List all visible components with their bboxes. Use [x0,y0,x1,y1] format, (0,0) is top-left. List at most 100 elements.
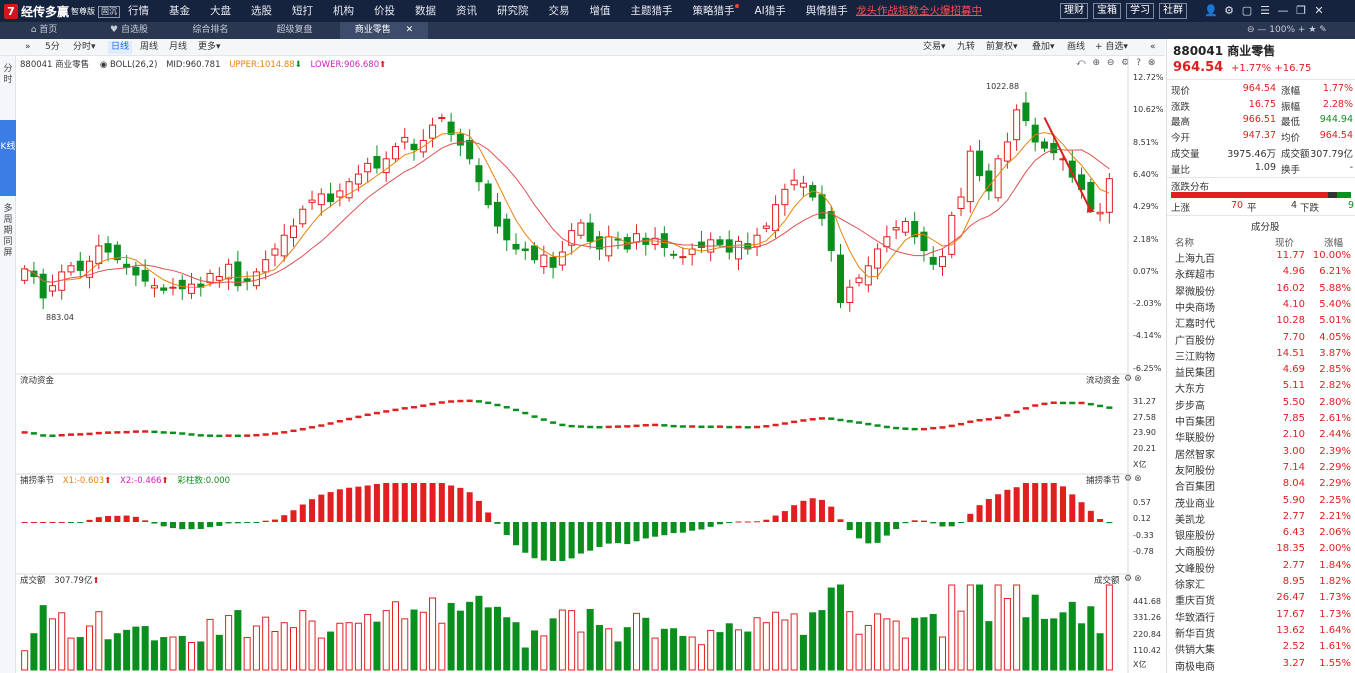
expand-icon[interactable]: « [1150,42,1156,52]
boll-radio-icon[interactable]: ◉ [99,60,108,70]
period-fenshi[interactable]: 分时▾ [73,42,96,52]
menu-item[interactable]: AI猎手 [754,5,786,17]
side-kline[interactable]: K线 [0,120,16,196]
collapse-icon[interactable]: » [25,42,31,52]
stock-row[interactable]: 大商股份 18.35 2.00% [1175,543,1351,559]
stock-row[interactable]: 华联股份 2.10 2.44% [1175,429,1351,445]
menu-item[interactable]: 基金 [169,5,190,17]
trade-button[interactable]: 交易▾ [923,42,946,52]
menu-icon[interactable]: ☰ [1260,4,1270,17]
top-button[interactable]: 学习 [1126,3,1154,19]
stock-row[interactable]: 中央商场 4.10 5.40% [1175,298,1351,314]
stock-row[interactable]: 重庆百货 26.47 1.73% [1175,592,1351,608]
menu-item[interactable]: 主题猎手 [630,5,673,17]
side-multi[interactable]: 多周期同屏 [3,204,13,258]
stock-row[interactable]: 茂业商业 5.90 2.25% [1175,494,1351,510]
volume-pane-icons[interactable]: ⚙⊗ [1124,574,1144,584]
menu-item[interactable]: 交易 [548,5,570,17]
stock-row[interactable]: 供销大集 2.52 1.61% [1175,641,1351,657]
capture-bar [958,522,965,523]
stock-row[interactable]: 银座股份 6.43 2.06% [1175,527,1351,543]
jiuzhuan-button[interactable]: 九转 [957,42,976,52]
menu-item[interactable]: 行情 [128,5,149,17]
tab-home[interactable]: ⌂ 首页 [30,25,58,35]
overlay-button[interactable]: 叠加▾ [1032,42,1055,52]
menu-item[interactable]: 数据 [415,5,436,17]
volume-bar [558,609,566,671]
app-logo[interactable]: 7 经传多赢 智尊版 固沉 [4,3,121,20]
period-monthly[interactable]: 月线 [169,42,188,52]
top-button[interactable]: 理财 [1060,3,1088,19]
stock-row[interactable]: 美凯龙 2.77 2.21% [1175,510,1351,526]
period-more[interactable]: 更多▾ [198,42,221,52]
stock-row[interactable]: 益民集团 4.69 2.85% [1175,364,1351,380]
capture-bar [1106,522,1113,524]
tab-close-icon[interactable]: ✕ [405,25,414,35]
period-weekly[interactable]: 周线 [140,42,159,52]
stock-row[interactable]: 步步高 5.50 2.80% [1175,396,1351,412]
stock-row[interactable]: 汇嘉时代 10.28 5.01% [1175,315,1351,331]
top-button[interactable]: 社群 [1159,3,1187,19]
user-icon[interactable]: 👤 [1204,4,1218,17]
adjust-button[interactable]: 前复权▾ [986,42,1018,52]
tab-ranking[interactable]: 综合排名 [192,25,229,35]
candle-body [86,260,94,278]
stock-row[interactable]: 文峰股份 2.77 1.84% [1175,559,1351,575]
flow-mark [874,424,881,427]
menu-item[interactable]: 研究院 [497,5,529,17]
flow-mark [1050,401,1057,405]
menu-item[interactable]: 增值 [589,5,611,17]
legend-boll[interactable]: BOLL(26,2) [109,60,158,70]
stock-row[interactable]: 徐家汇 8.95 1.82% [1175,576,1351,591]
menu-item[interactable]: 策略猎手 [693,0,739,22]
menu-item[interactable]: 短打 [292,5,313,17]
stock-row[interactable]: 南极电商 3.27 1.55% [1175,657,1351,673]
restore-icon[interactable]: ❐ [1296,4,1306,17]
tab-watchlist[interactable]: ♥ 自选股 [110,25,148,35]
flow-title-right: 流动资金 [1086,376,1121,386]
minimize-icon[interactable]: — [1277,4,1289,17]
stock-row[interactable]: 华致酒行 17.67 1.73% [1175,608,1351,624]
add-watch-button[interactable]: + 自选▾ [1095,42,1128,52]
stock-row[interactable]: 友阿股份 7.14 2.29% [1175,461,1351,477]
menu-item[interactable]: 资讯 [456,5,477,17]
promo-link[interactable]: 龙头作战指数全火爆招募中 [856,5,982,17]
stock-row[interactable]: 三江购物 14.51 3.87% [1175,347,1351,363]
candle-body [1078,174,1086,190]
tab-retail[interactable]: 商业零售 ✕ [340,22,428,39]
volume-bar [697,644,705,671]
tab-review[interactable]: 超级复盘 [276,25,313,35]
menu-item[interactable]: 价投 [374,5,395,17]
period-daily[interactable]: 日线 [108,41,133,54]
stock-row[interactable]: 合百集团 8.04 2.29% [1175,478,1351,494]
stock-row[interactable]: 广百股份 7.70 4.05% [1175,331,1351,347]
volume-bar [1040,618,1048,671]
logo-badge[interactable]: 固沉 [98,5,121,18]
stock-row[interactable]: 上海九百 11.77 10.00% [1175,250,1351,265]
capture-bar [540,522,547,561]
stock-row[interactable]: 居然智家 3.00 2.39% [1175,445,1351,461]
volume-bar [614,641,622,671]
skin-icon[interactable]: ▢ [1241,4,1253,17]
draw-button[interactable]: 画线 [1067,42,1086,52]
stock-row[interactable]: 翠微股份 16.02 5.88% [1175,282,1351,298]
flow-pane-icons[interactable]: ⚙⊗ [1124,374,1144,384]
settings-icon[interactable]: ⚙ [1224,4,1234,17]
stock-row[interactable]: 新华百货 13.62 1.64% [1175,624,1351,640]
menu-item[interactable]: 大盘 [210,5,231,17]
stock-row[interactable]: 大东方 5.11 2.82% [1175,380,1351,396]
menu-item[interactable]: 机构 [333,5,354,17]
chart-area[interactable] [16,56,1131,673]
period-5min[interactable]: 5分 [45,42,60,52]
candle-body [1096,211,1104,215]
menu-item[interactable]: 舆情猎手 [805,5,848,17]
stock-row[interactable]: 永辉超市 4.96 6.21% [1175,266,1351,282]
menu-item[interactable]: 选股 [251,5,272,17]
stock-row[interactable]: 中百集团 7.85 2.61% [1175,413,1351,428]
top-button[interactable]: 宝箱 [1093,3,1121,19]
close-icon[interactable]: ✕ [1314,4,1324,17]
zoom-control[interactable]: ⊖ — 100% + ★ ✎ [1247,25,1327,35]
side-fenshi[interactable]: 分时 [3,64,13,85]
main-pane-icons[interactable]: ⤺ ⊕ ⊖ ⚙ ? ⊗ [1076,58,1158,68]
capture-pane-icons[interactable]: ⚙⊗ [1124,474,1144,484]
